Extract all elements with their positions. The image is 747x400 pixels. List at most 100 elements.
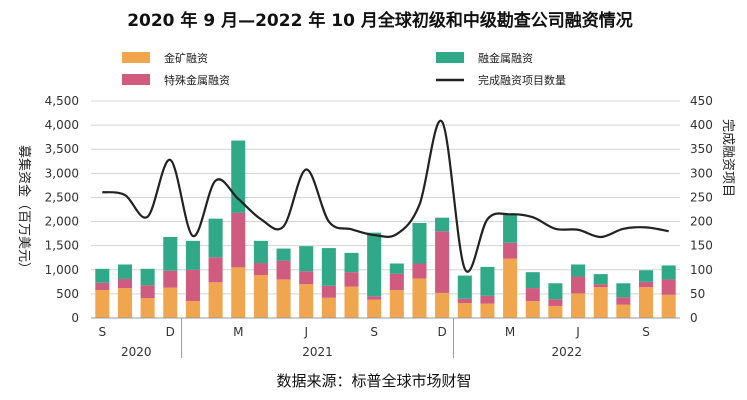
x-tick-label: J xyxy=(575,325,580,339)
bar-segment xyxy=(95,290,110,318)
y-tick-label: 2,500 xyxy=(45,190,79,204)
legend-label: 金矿融资 xyxy=(164,51,208,65)
legend-label: 融金属融资 xyxy=(478,51,533,65)
bar-segment xyxy=(389,290,404,318)
bar-segment xyxy=(95,282,110,291)
bar-segment xyxy=(367,299,382,318)
bar-segment xyxy=(276,279,291,318)
bar-segment xyxy=(321,248,336,286)
x-tick-label: S xyxy=(642,325,650,339)
y-axis-left: 0 500 1,000 1,500 2,000 2,500 3,000 3,500 4,000 4… xyxy=(45,94,79,325)
bar-segment xyxy=(435,231,450,293)
bar-segment xyxy=(344,252,359,273)
y2-tick-label: 100 xyxy=(690,263,713,277)
bar-segment xyxy=(435,292,450,318)
bar-segment xyxy=(276,260,291,280)
bar-segment xyxy=(140,268,155,286)
y2-axis-label: 完成融资项目 xyxy=(720,119,735,197)
bar-segment xyxy=(208,257,223,283)
bar-segment xyxy=(525,301,540,318)
y2-tick-label: 150 xyxy=(690,239,713,253)
bar-segment xyxy=(389,263,404,274)
bar-segment xyxy=(163,236,178,271)
gridlines xyxy=(91,100,680,319)
bar-segment xyxy=(571,264,586,277)
bar-segment xyxy=(661,294,676,318)
x-tick-label: S xyxy=(370,325,378,339)
bar-segment xyxy=(389,273,404,291)
bar-segment xyxy=(548,283,563,300)
y-tick-label: 3,500 xyxy=(45,142,79,156)
bar-segment xyxy=(548,299,563,306)
bar-segment xyxy=(548,305,563,318)
bar-segment xyxy=(253,240,268,264)
bar-segment xyxy=(435,217,450,232)
bar-segment xyxy=(321,297,336,318)
y2-tick-label: 400 xyxy=(690,118,713,132)
bar-segment xyxy=(616,304,631,318)
bar-segment xyxy=(412,263,427,279)
legend-label: 完成融资项目数量 xyxy=(478,73,566,87)
bar-segment xyxy=(457,298,472,304)
bar-segment xyxy=(616,283,631,298)
y-tick-label: 1,500 xyxy=(45,239,79,253)
x-tick-label: D xyxy=(166,325,175,339)
projects-line xyxy=(102,119,669,273)
y2-tick-label: 450 xyxy=(690,94,713,108)
y-tick-label: 3,000 xyxy=(45,166,79,180)
bar-segment xyxy=(367,296,382,300)
bar-segment xyxy=(253,275,268,318)
bar-segment xyxy=(163,287,178,318)
bar-segment xyxy=(593,274,608,285)
y2-tick-label: 0 xyxy=(690,311,698,325)
bars xyxy=(95,140,676,318)
bar-segment xyxy=(208,218,223,258)
bar-segment xyxy=(480,295,495,304)
bar-segment xyxy=(276,248,291,261)
y-tick-label: 500 xyxy=(56,287,79,301)
bar-segment xyxy=(593,284,608,288)
bar-segment xyxy=(299,284,314,318)
bar-segment xyxy=(117,288,133,318)
bar-segment xyxy=(661,279,676,295)
bar-segment xyxy=(367,232,382,297)
bar-segment xyxy=(525,288,540,302)
year-label: 2021 xyxy=(302,345,333,359)
y2-tick-label: 50 xyxy=(690,287,705,301)
bar-segment xyxy=(457,303,472,318)
legend-swatch xyxy=(436,52,464,63)
bar-segment xyxy=(140,285,155,299)
y-axis-right: 0 50 100 150 200 250 300 350 400 450 xyxy=(690,94,713,325)
y-axis-label: 募集资金（百万美元） xyxy=(16,145,32,275)
bar-segment xyxy=(412,223,427,264)
bar-segment xyxy=(185,301,200,318)
bar-segment xyxy=(503,258,518,318)
x-tick-label: M xyxy=(505,325,515,339)
bar-segment xyxy=(117,264,133,279)
bar-segment xyxy=(163,270,178,288)
y2-tick-label: 200 xyxy=(690,215,713,229)
bar-segment xyxy=(231,267,246,318)
bar-segment xyxy=(208,282,223,318)
bar-segment xyxy=(638,270,654,282)
bar-segment xyxy=(480,266,495,296)
bar-segment xyxy=(525,272,540,289)
bar-segment xyxy=(661,265,676,280)
bar-segment xyxy=(344,272,359,287)
year-label: 2020 xyxy=(121,345,152,359)
y2-tick-label: 350 xyxy=(690,142,713,156)
bar-segment xyxy=(344,286,359,318)
x-axis: S D M J S D M J S 2020 2021 2022 xyxy=(91,317,680,359)
y2-tick-label: 300 xyxy=(690,166,713,180)
bar-segment xyxy=(457,275,472,299)
bar-segment xyxy=(638,281,654,288)
y-tick-label: 4,500 xyxy=(45,94,79,108)
bar-segment xyxy=(117,278,133,289)
x-tick-label: S xyxy=(99,325,107,339)
bar-segment xyxy=(299,271,314,285)
bar-segment xyxy=(616,297,631,305)
series-line xyxy=(102,119,669,273)
y2-tick-label: 250 xyxy=(690,190,713,204)
